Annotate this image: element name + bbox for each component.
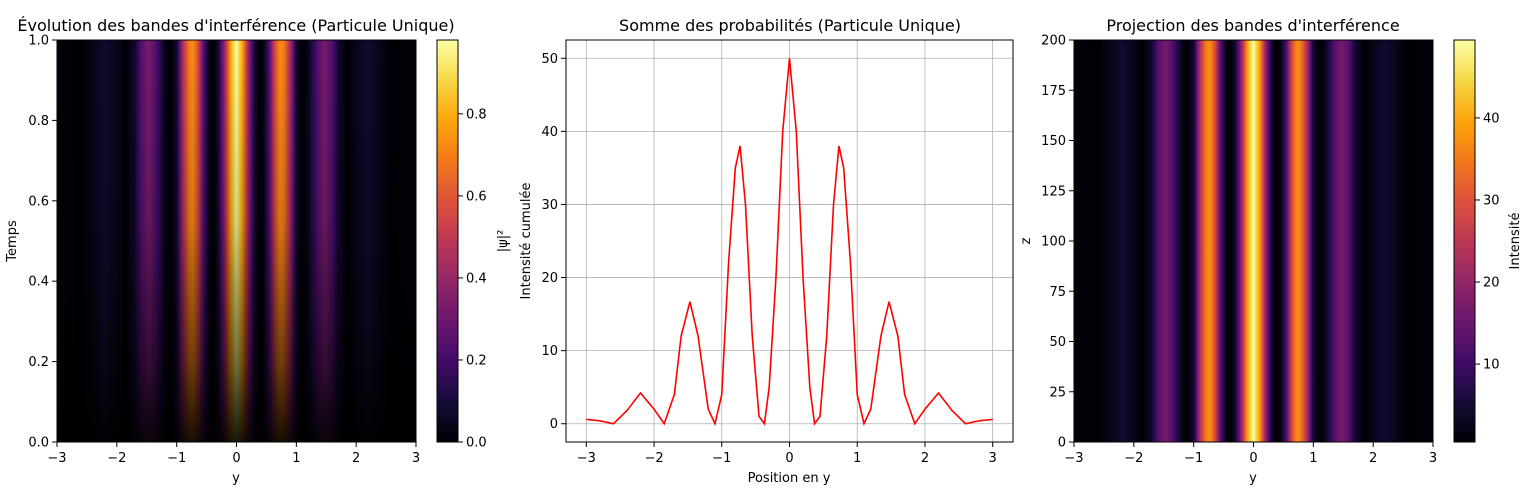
x-tick-label: 3	[412, 451, 420, 466]
heatmap3-y-ticks: 0 25 50 75 100 125 150 175 200	[1041, 34, 1074, 451]
x-tick-label: 3	[989, 451, 997, 466]
y-tick-label: 20	[541, 271, 558, 286]
line-plot-grid	[566, 40, 1013, 442]
x-tick-label: −1	[1184, 451, 1203, 466]
y-tick-label: 50	[541, 52, 558, 67]
x-tick-label: −3	[1064, 451, 1083, 466]
panel2-title: Somme des probabilités (Particule Unique…	[619, 16, 961, 35]
colorbar1-label: |ψ|²	[496, 230, 511, 253]
panel3-xlabel: y	[1249, 471, 1257, 486]
x-tick-label: −3	[577, 451, 596, 466]
colorbar3-frame	[1453, 39, 1476, 443]
y-tick-label: 0.8	[466, 107, 487, 122]
colorbar3	[1454, 40, 1475, 442]
x-tick-label: 1	[292, 451, 300, 466]
x-tick-label: −2	[1124, 451, 1143, 466]
panel2-ylabel: Intensité cumulée	[519, 183, 534, 300]
panel1-ylabel: Temps	[5, 220, 20, 263]
y-tick-label: 50	[1049, 335, 1066, 350]
y-tick-label: 0.2	[28, 355, 49, 370]
y-tick-label: 150	[1041, 134, 1066, 149]
panel3-title: Projection des bandes d'interférence	[1106, 16, 1399, 35]
y-tick-label: 200	[1041, 34, 1066, 49]
x-tick-label: 2	[921, 451, 929, 466]
x-tick-label: 1	[1309, 451, 1317, 466]
heatmap3-image	[1074, 40, 1433, 442]
y-tick-label: 0.4	[466, 271, 487, 286]
x-tick-label: −1	[167, 451, 186, 466]
x-tick-label: 0	[1249, 451, 1257, 466]
panel2-xlabel: Position en y	[748, 471, 831, 486]
panel-projection: Projection des bandes d'interférence −3−…	[1019, 16, 1523, 486]
y-tick-label: 10	[1483, 358, 1500, 373]
y-tick-label: 0.4	[28, 275, 49, 290]
y-tick-label: 0.0	[466, 436, 487, 451]
line-plot-y-ticks: 0 10 20 30 40 50	[541, 52, 566, 432]
x-tick-label: −2	[107, 451, 126, 466]
y-tick-label: 20	[1483, 276, 1500, 291]
series-line	[586, 58, 993, 427]
y-tick-label: 1.0	[28, 34, 49, 49]
x-tick-label: 3	[1429, 451, 1437, 466]
x-tick-label: −1	[712, 451, 731, 466]
heatmap1-y-ticks: 0.0 0.2 0.4 0.6 0.8 1.0	[28, 34, 57, 451]
x-tick-label: 0	[232, 451, 240, 466]
colorbar1-frame	[436, 39, 459, 443]
y-tick-label: 0	[550, 417, 558, 432]
panel3-ylabel: z	[1019, 237, 1034, 244]
x-tick-label: −3	[47, 451, 66, 466]
y-tick-label: 30	[541, 198, 558, 213]
y-tick-label: 100	[1041, 235, 1066, 250]
heatmap3-x-ticks: −3 −2 −1 0 1 2 3	[1064, 442, 1437, 466]
y-tick-label: 75	[1049, 285, 1066, 300]
y-tick-label: 125	[1041, 184, 1066, 199]
x-tick-label: 2	[1369, 451, 1377, 466]
line-plot-x-ticks: −3 −2 −1 0 1 2 3	[577, 442, 997, 466]
colorbar3-label: Intensité	[1508, 213, 1523, 270]
y-tick-label: 10	[541, 344, 558, 359]
panel-sum: Somme des probabilités (Particule Unique…	[519, 16, 1014, 486]
panel1-title: Évolution des bandes d'interférence (Par…	[17, 16, 454, 35]
y-tick-label: 0.6	[466, 189, 487, 204]
heatmap1-x-ticks: −3 −2 −1 0 1 2 3	[47, 442, 420, 466]
x-tick-label: 1	[853, 451, 861, 466]
x-tick-label: 2	[352, 451, 360, 466]
y-tick-label: 175	[1041, 84, 1066, 99]
x-tick-label: −2	[644, 451, 663, 466]
y-tick-label: 30	[1483, 193, 1500, 208]
y-tick-label: 0.0	[28, 436, 49, 451]
y-tick-label: 0.6	[28, 194, 49, 209]
y-tick-label: 25	[1049, 385, 1066, 400]
colorbar1-ticks: 0.0 0.2 0.4 0.6 0.8	[458, 107, 487, 451]
x-tick-label: 0	[785, 451, 793, 466]
panel1-xlabel: y	[232, 471, 240, 486]
y-tick-label: 40	[541, 125, 558, 140]
colorbar3-ticks: 10 20 30 40	[1475, 111, 1500, 373]
y-tick-label: 0	[1058, 436, 1066, 451]
y-tick-label: 0.8	[28, 114, 49, 129]
heatmap1-time-fade	[57, 40, 416, 442]
colorbar1	[437, 40, 458, 442]
y-tick-label: 0.2	[466, 353, 487, 368]
y-tick-label: 40	[1483, 111, 1500, 126]
panel-evolution: Évolution des bandes d'interférence (Par…	[5, 16, 511, 486]
